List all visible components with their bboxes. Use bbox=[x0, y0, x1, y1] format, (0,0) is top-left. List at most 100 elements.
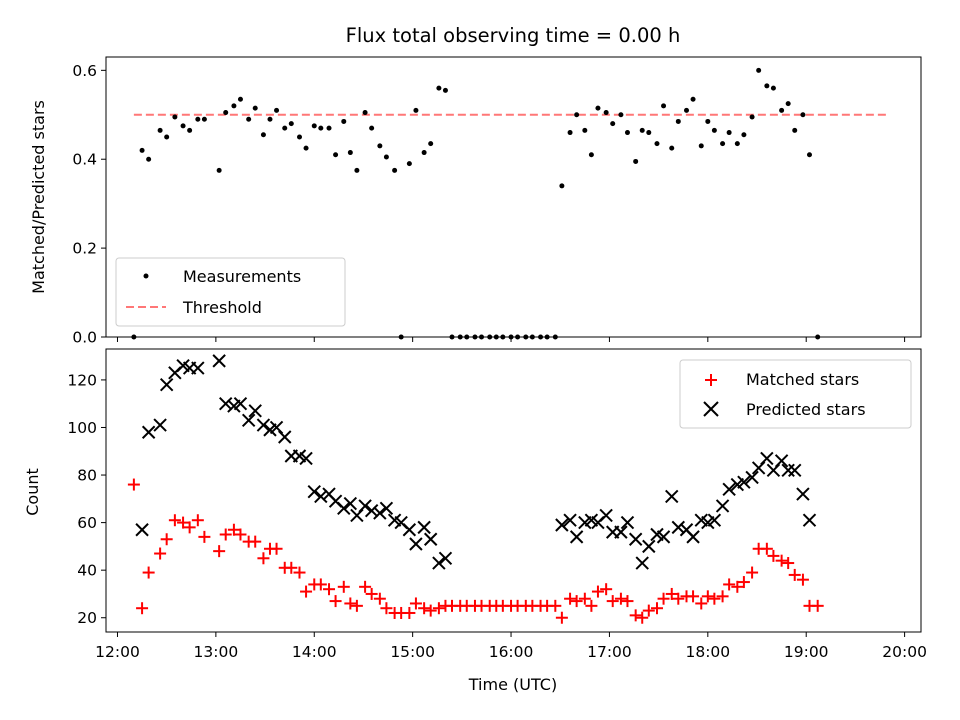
predicted-stars-point bbox=[614, 525, 628, 539]
matched-stars-point bbox=[657, 592, 670, 605]
matched-stars-point bbox=[227, 523, 240, 536]
ratio-y-axis-label: Matched/Predicted stars bbox=[29, 100, 48, 294]
measurement-point bbox=[297, 134, 303, 140]
matched-stars-point bbox=[191, 514, 204, 527]
measurement-point bbox=[639, 127, 645, 133]
measurement-point bbox=[383, 154, 389, 160]
matched-stars-point bbox=[373, 592, 386, 605]
predicted-stars-point bbox=[671, 520, 686, 535]
ratio-y-tick-label: 0.0 bbox=[72, 329, 97, 347]
predicted-stars-point bbox=[248, 404, 262, 418]
matched-stars-point bbox=[636, 611, 649, 624]
measurement-point bbox=[582, 127, 588, 133]
measurement-point bbox=[800, 112, 806, 118]
count-legend-box bbox=[679, 359, 912, 429]
measurement-point bbox=[661, 103, 667, 109]
matched-stars-point bbox=[409, 597, 422, 610]
measurement-point bbox=[237, 96, 243, 102]
measurement-point bbox=[675, 118, 681, 124]
measurement-point bbox=[734, 141, 740, 147]
measurement-point bbox=[282, 125, 288, 131]
predicted-stars-point bbox=[781, 463, 795, 477]
matched-stars-point bbox=[418, 602, 431, 615]
matched-stars-point bbox=[198, 530, 211, 543]
measurement-point bbox=[164, 134, 170, 140]
measurement-point bbox=[303, 145, 309, 151]
matched-stars-point bbox=[788, 568, 801, 581]
ratio-panel: 0.0 0.2 0.4 0.6 Matched/Predicted stars Mea… bbox=[29, 56, 922, 347]
measurement-point bbox=[274, 107, 280, 113]
measurement-point bbox=[785, 101, 791, 107]
measurement-point bbox=[172, 114, 178, 120]
predicted-stars-point bbox=[715, 499, 730, 513]
measurement-point bbox=[741, 132, 747, 138]
predicted-stars-point bbox=[722, 482, 736, 497]
measurement-point bbox=[347, 150, 353, 156]
matched-stars-point bbox=[234, 528, 247, 541]
matched-stars-point bbox=[424, 604, 437, 617]
matched-stars-point bbox=[796, 573, 809, 586]
matched-stars-point bbox=[606, 595, 619, 608]
predicted-stars-point bbox=[635, 556, 649, 570]
measurement-point bbox=[574, 112, 580, 118]
measurement-point bbox=[779, 107, 785, 113]
predicted-stars-point bbox=[686, 530, 700, 544]
measurement-point bbox=[231, 103, 237, 109]
predicted-stars-point bbox=[656, 530, 671, 544]
matched-stars-point bbox=[600, 583, 613, 596]
matched-stars-point bbox=[555, 611, 568, 624]
predicted-stars-point bbox=[307, 484, 321, 499]
measurement-point bbox=[201, 116, 207, 122]
ratio-y-tick-label: 0.4 bbox=[72, 151, 97, 169]
measurement-point bbox=[413, 107, 419, 113]
measurement-point bbox=[442, 87, 448, 93]
predicted-stars-point bbox=[141, 425, 156, 439]
predicted-stars-point bbox=[212, 354, 226, 368]
matched-stars-point bbox=[300, 585, 313, 598]
matched-stars-point bbox=[213, 545, 226, 558]
measurement-point bbox=[610, 121, 616, 127]
predicted-stars-point bbox=[642, 539, 656, 554]
measurement-point bbox=[377, 143, 383, 149]
predicted-stars-point bbox=[796, 487, 810, 501]
count-axes-frame bbox=[105, 348, 922, 633]
measurement-point bbox=[726, 130, 732, 136]
matched-stars-point bbox=[775, 554, 788, 567]
predicted-stars-point bbox=[343, 496, 358, 511]
matched-stars-point bbox=[337, 580, 350, 593]
measurement-point bbox=[428, 141, 434, 147]
measurement-point bbox=[157, 127, 163, 133]
matched-stars-point bbox=[701, 590, 714, 603]
predicted-stars-point bbox=[417, 520, 431, 535]
x-tick-label: 20:00 bbox=[882, 643, 927, 661]
measurement-point bbox=[216, 167, 222, 173]
measurement-point bbox=[698, 143, 704, 149]
matched-stars-point bbox=[127, 478, 140, 491]
predicted-stars-point bbox=[278, 430, 292, 444]
predicted-stars-point bbox=[191, 361, 205, 375]
matched-stars-point bbox=[314, 578, 327, 591]
measurement-point bbox=[669, 145, 675, 151]
ratio-axes-frame bbox=[105, 56, 922, 338]
measurement-point bbox=[436, 85, 442, 91]
measurement-point bbox=[252, 105, 258, 111]
predicted-stars-point bbox=[774, 454, 789, 468]
measurement-point bbox=[720, 141, 726, 147]
legend-measurements-swatch bbox=[143, 273, 149, 279]
matched-stars-point bbox=[585, 599, 598, 612]
matched-stars-point bbox=[549, 599, 562, 612]
matched-stars-point bbox=[160, 533, 173, 546]
matched-stars-point bbox=[432, 602, 445, 615]
predicted-stars-point bbox=[628, 532, 643, 546]
matched-stars-point bbox=[257, 552, 270, 565]
measurement-point bbox=[288, 121, 294, 127]
matched-stars-point bbox=[249, 535, 262, 548]
matched-stars-point bbox=[136, 602, 149, 615]
measurement-point bbox=[369, 125, 375, 131]
matched-stars-point bbox=[403, 606, 416, 619]
chart-title: Flux total observing time = 0.00 h bbox=[346, 24, 681, 47]
matched-stars-point bbox=[672, 592, 685, 605]
legend-predicted-swatch bbox=[703, 401, 719, 417]
predicted-stars-point bbox=[563, 513, 577, 527]
predicted-stars-point bbox=[665, 489, 679, 504]
